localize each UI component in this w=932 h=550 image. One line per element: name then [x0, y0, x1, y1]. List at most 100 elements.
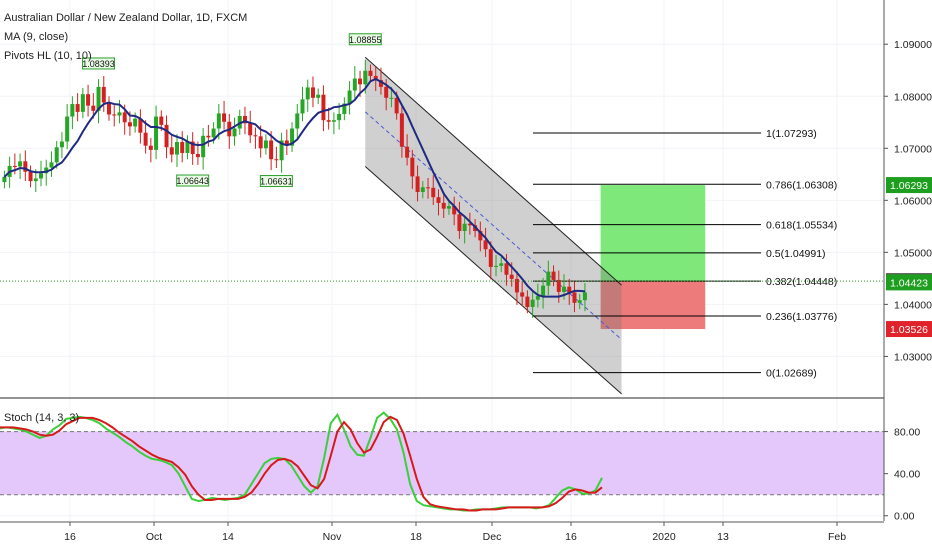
time-tick-label: 16 — [64, 531, 76, 543]
candle-body — [101, 86, 106, 103]
candle-body — [33, 178, 38, 182]
candle-body — [483, 240, 488, 250]
candle-body — [577, 300, 582, 303]
candle-body — [520, 292, 525, 297]
candle-body — [284, 140, 289, 146]
price-badge-label: 1.03526 — [890, 324, 928, 336]
price-badge — [886, 321, 932, 338]
price-badge — [886, 177, 932, 194]
stoch-d-line — [0, 415, 603, 512]
candle-body — [154, 116, 159, 150]
time-tick-label: Dec — [483, 531, 502, 543]
candle-body — [185, 141, 190, 153]
candle-body — [59, 141, 64, 148]
pivot-label-text: 1.08393 — [82, 59, 115, 69]
moving-average-line — [3, 77, 586, 298]
loss-zone — [600, 281, 706, 330]
candle-body — [546, 271, 551, 286]
pivot-label-box — [82, 57, 116, 70]
time-tick-label: 14 — [222, 531, 234, 543]
candle-body — [535, 296, 540, 300]
candle-body — [342, 103, 347, 114]
time-tick-label: Oct — [146, 531, 162, 543]
candle-body — [525, 296, 530, 307]
candle-body — [201, 135, 206, 158]
candle-body — [2, 176, 7, 183]
candle-body — [39, 173, 44, 179]
candle-body — [499, 263, 504, 266]
candle-body — [431, 187, 436, 198]
candle-body — [117, 112, 122, 116]
candle-body — [441, 202, 446, 209]
candle-body — [305, 87, 310, 100]
candle-body — [174, 142, 179, 155]
fib-level-label: 0(1.02689) — [766, 368, 817, 380]
candle-body — [352, 78, 357, 91]
fib-level-label: 0.786(1.06308) — [766, 179, 837, 191]
candle-body — [452, 206, 457, 215]
candle-body — [28, 171, 33, 182]
candle-body — [378, 80, 383, 87]
time-tick-label: Nov — [323, 531, 342, 543]
candle-body — [389, 97, 394, 99]
candle-body — [75, 104, 80, 112]
candle-body — [112, 114, 117, 116]
candle-body — [326, 120, 331, 122]
stochastic-pane — [0, 411, 884, 512]
pivots-indicator-label[interactable]: Pivots HL (10, 10) — [4, 50, 92, 62]
fib-level-label: 0.382(1.04448) — [766, 276, 837, 288]
candle-body — [248, 123, 253, 136]
candle-body — [420, 187, 425, 192]
candle-body — [195, 154, 200, 158]
candle-body — [122, 112, 127, 123]
candle-body — [70, 104, 75, 117]
candle-body — [169, 147, 174, 155]
pivot-label-box — [176, 174, 210, 187]
candle-body — [148, 145, 153, 150]
candle-body — [488, 249, 493, 267]
price-tick-label: 1.06000 — [894, 195, 932, 207]
ma-indicator-label[interactable]: MA (9, close) — [4, 31, 69, 43]
candle-body — [258, 136, 263, 149]
stoch-indicator-label[interactable]: Stoch (14, 3, 3) — [4, 412, 80, 424]
stoch-tick-label: 40.00 — [894, 469, 920, 481]
candle-body — [541, 285, 546, 297]
candle-body — [426, 187, 431, 189]
candle-body — [263, 140, 268, 149]
candle-body — [206, 135, 211, 138]
candle-body — [44, 167, 49, 174]
candle-body — [446, 206, 451, 209]
price-tick-label: 1.04000 — [894, 299, 932, 311]
candle-body — [232, 128, 237, 137]
candle-body — [567, 286, 572, 293]
candle-body — [159, 116, 164, 125]
long-position-tool — [600, 185, 706, 330]
candle-body — [462, 223, 467, 232]
candle-body — [216, 113, 221, 129]
candle-body — [363, 70, 368, 85]
fib-level-label: 0.618(1.05534) — [766, 220, 837, 232]
candle-body — [405, 146, 410, 158]
candle-body — [509, 274, 514, 279]
pivot-label-text: 1.06643 — [176, 176, 209, 186]
candle-body — [562, 286, 567, 292]
candle-body — [556, 279, 561, 292]
candle-body — [310, 87, 315, 98]
candle-body — [54, 147, 59, 163]
price-tick-label: 1.08000 — [894, 91, 932, 103]
profit-zone — [600, 185, 706, 282]
candle-body — [467, 223, 472, 226]
candle-body — [190, 141, 195, 155]
candle-body — [410, 157, 415, 177]
candle-body — [530, 299, 535, 307]
candle-body — [316, 94, 321, 98]
candle-body — [368, 70, 373, 76]
stoch-k-line — [0, 411, 603, 512]
channel-lower-line — [364, 166, 622, 395]
stoch-tick-label: 0.00 — [894, 511, 915, 523]
symbol-title: Australian Dollar / New Zealand Dollar, … — [4, 12, 248, 24]
candle-body — [127, 122, 132, 127]
candle-body — [65, 116, 70, 142]
